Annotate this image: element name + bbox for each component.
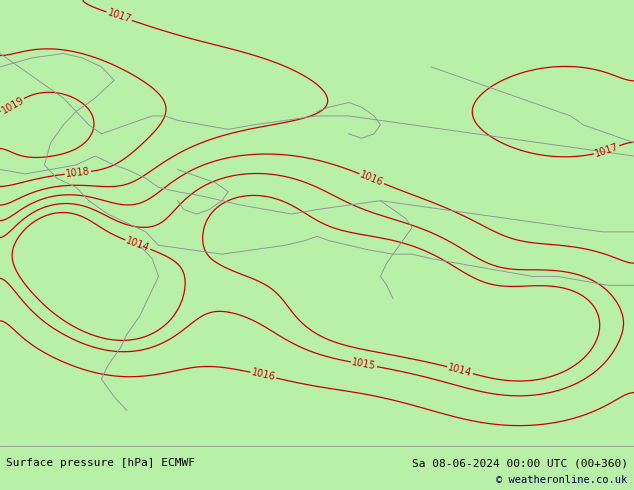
Text: 1016: 1016 bbox=[359, 170, 385, 188]
Text: 1017: 1017 bbox=[593, 142, 620, 159]
Text: 1016: 1016 bbox=[250, 368, 276, 383]
Text: © weatheronline.co.uk: © weatheronline.co.uk bbox=[496, 475, 628, 485]
Text: Surface pressure [hPa] ECMWF: Surface pressure [hPa] ECMWF bbox=[6, 458, 195, 468]
Text: 1019: 1019 bbox=[0, 95, 26, 116]
Text: 1018: 1018 bbox=[65, 167, 91, 179]
Text: Sa 08-06-2024 00:00 UTC (00+360): Sa 08-06-2024 00:00 UTC (00+360) bbox=[411, 458, 628, 468]
Text: 1017: 1017 bbox=[106, 7, 133, 25]
Text: 1014: 1014 bbox=[125, 236, 151, 254]
Text: 1014: 1014 bbox=[447, 362, 473, 378]
Text: 1015: 1015 bbox=[351, 357, 377, 371]
